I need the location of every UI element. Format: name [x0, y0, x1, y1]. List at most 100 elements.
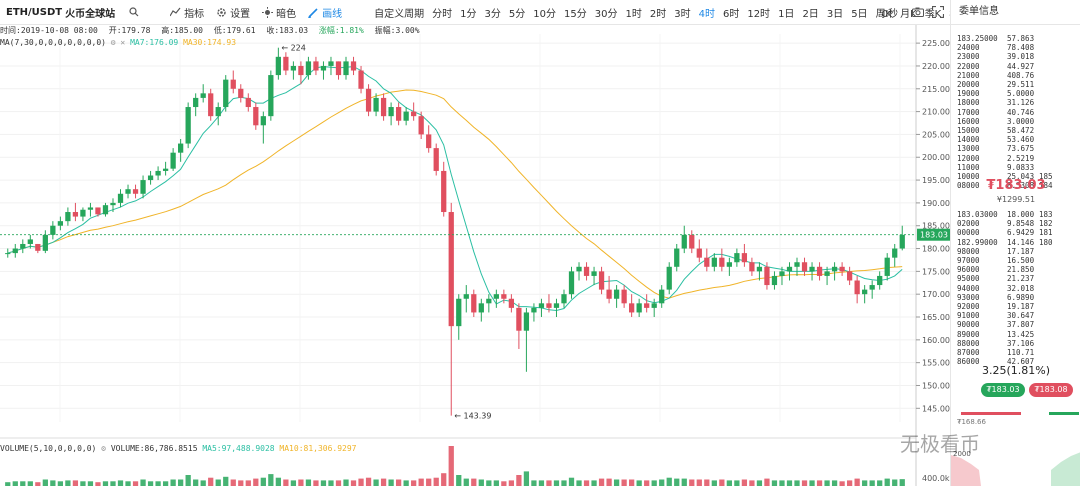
volume-bar: [846, 480, 853, 486]
candle-body: [185, 107, 191, 144]
order-row[interactable]: 89000 13.425: [957, 330, 1059, 339]
interval-12[interactable]: 12时: [747, 8, 771, 20]
candle-body: [839, 266, 845, 272]
order-row[interactable]: 97000 16.500: [957, 256, 1059, 265]
order-row[interactable]: 91000 30.647: [957, 311, 1059, 320]
interval-3[interactable]: 5分: [508, 8, 526, 20]
order-row[interactable]: 86000 42.607: [957, 357, 1059, 366]
order-row[interactable]: 92000 19.187: [957, 302, 1059, 311]
indicator-button[interactable]: 指标: [170, 5, 204, 20]
candle-body: [553, 303, 560, 308]
interval-13[interactable]: 1日: [778, 8, 795, 20]
interval-7[interactable]: 1时: [625, 8, 642, 20]
order-row[interactable]: 88000 37.106: [957, 339, 1059, 348]
order-row[interactable]: 182.99000 14.146 180: [957, 238, 1059, 247]
order-row[interactable]: 183.25000 57.863: [957, 34, 1059, 43]
volume-bar: [140, 479, 146, 486]
interval-1[interactable]: 1分: [460, 8, 477, 20]
draw-line-button[interactable]: 画线: [308, 5, 342, 20]
candle-body: [418, 116, 424, 135]
custom-period-button[interactable]: 自定义周期: [374, 8, 425, 20]
symbol-label[interactable]: ETH/USDT: [6, 6, 63, 18]
candle-body: [764, 266, 770, 286]
order-row[interactable]: 87000 110.71: [957, 348, 1059, 357]
order-row[interactable]: 08000 8.3308 184: [957, 181, 1059, 190]
interval-9[interactable]: 3时: [674, 8, 691, 20]
volume-bar: [591, 480, 597, 486]
amplitude-value: 振幅:3.00%: [374, 26, 420, 35]
search-button[interactable]: [129, 7, 142, 17]
interval-4[interactable]: 10分: [533, 8, 556, 20]
order-row[interactable]: 98000 17.187: [957, 247, 1059, 256]
interval-11[interactable]: 6时: [722, 8, 740, 20]
order-p: 87000: [957, 348, 980, 358]
order-p: 92000: [957, 302, 980, 312]
sell-price-button[interactable]: ₮183.08: [1029, 383, 1073, 397]
y-tick-label: 215.00: [922, 85, 950, 94]
interval-6[interactable]: 30分: [594, 8, 618, 20]
order-row[interactable]: 15000 58.472: [957, 126, 1059, 135]
interval-5[interactable]: 15分: [563, 8, 587, 20]
candlestick-chart[interactable]: 225.00 220.00 215.00 210.00 205.00 200.00 195.…: [0, 0, 950, 486]
volume-bar: [298, 479, 304, 486]
order-row[interactable]: 11000 9.0833: [957, 163, 1059, 172]
order-a: 13.425: [1007, 329, 1035, 339]
interval-16[interactable]: 5日: [851, 8, 868, 20]
candle-body: [125, 189, 131, 194]
order-row[interactable]: 95000 21.237: [957, 274, 1059, 283]
candle-body: [862, 289, 868, 295]
order-row[interactable]: 10000 25.043 185: [957, 172, 1059, 181]
interval-15[interactable]: 3日: [826, 8, 844, 20]
order-row[interactable]: 22000 44.927: [957, 62, 1059, 71]
settings-button[interactable]: 设置: [216, 5, 250, 20]
interval-2[interactable]: 3分: [484, 8, 501, 20]
camera-icon[interactable]: [912, 7, 924, 17]
interval-14[interactable]: 2日: [802, 8, 819, 20]
order-a: 408.76: [1007, 70, 1035, 80]
y-tick-label: 170.00: [922, 290, 950, 299]
order-row[interactable]: 90000 37.807: [957, 320, 1059, 329]
order-row[interactable]: 18000 31.126: [957, 98, 1059, 107]
order-row[interactable]: 17000 40.746: [957, 108, 1059, 117]
order-row[interactable]: 16000 3.0000: [957, 117, 1059, 126]
exchange-label[interactable]: 火币全球站: [65, 8, 116, 20]
order-a: 16.500: [1007, 256, 1035, 266]
volume-settings-icon[interactable]: ⚙: [101, 444, 106, 453]
order-row[interactable]: 02000 9.8548 182: [957, 219, 1059, 228]
candle-body: [523, 312, 530, 331]
volume-bar: [749, 480, 755, 486]
order-row[interactable]: 21000 408.76: [957, 71, 1059, 80]
dark-mode-button[interactable]: 暗色: [262, 5, 296, 20]
candle-body: [531, 307, 537, 313]
candle-body: [403, 111, 409, 121]
order-row[interactable]: 12000 2.5219: [957, 154, 1059, 163]
buy-price-button[interactable]: ₮183.03: [981, 383, 1025, 397]
order-row[interactable]: 19000 5.0000: [957, 89, 1059, 98]
order-row[interactable]: 96000 21.850: [957, 265, 1059, 274]
order-t: 183: [1039, 210, 1053, 219]
candle-body: [358, 70, 364, 89]
volume-bar: [433, 477, 439, 486]
order-row[interactable]: 183.03000 18.000 183: [957, 210, 1059, 219]
volume-bar: [388, 479, 394, 486]
ma-settings-icon[interactable]: ⚙ ✕: [110, 38, 126, 47]
interval-10[interactable]: 4时: [698, 8, 715, 20]
interval-8[interactable]: 2时: [649, 8, 667, 20]
fullscreen-icon[interactable]: [932, 6, 944, 18]
volume-bar: [245, 480, 251, 486]
order-row[interactable]: 20000 29.511: [957, 80, 1059, 89]
order-row[interactable]: 94000 32.018: [957, 284, 1059, 293]
interval-0[interactable]: 分时: [432, 8, 453, 20]
order-row[interactable]: 93000 6.9890: [957, 293, 1059, 302]
interval-18[interactable]: 月K: [900, 8, 917, 20]
order-row[interactable]: 23000 39.018: [957, 52, 1059, 61]
order-row[interactable]: 14000 53.460: [957, 135, 1059, 144]
order-row[interactable]: 00000 6.9429 181: [957, 228, 1059, 237]
order-a: 57.863: [1007, 34, 1035, 43]
interval-17[interactable]: 周K: [875, 8, 893, 20]
order-row[interactable]: 24000 78.408: [957, 43, 1059, 52]
order-row[interactable]: 13000 73.675: [957, 144, 1059, 153]
indicator-label: 指标: [184, 8, 205, 20]
volume-bar: [275, 477, 281, 486]
volume-bar: [320, 480, 327, 486]
